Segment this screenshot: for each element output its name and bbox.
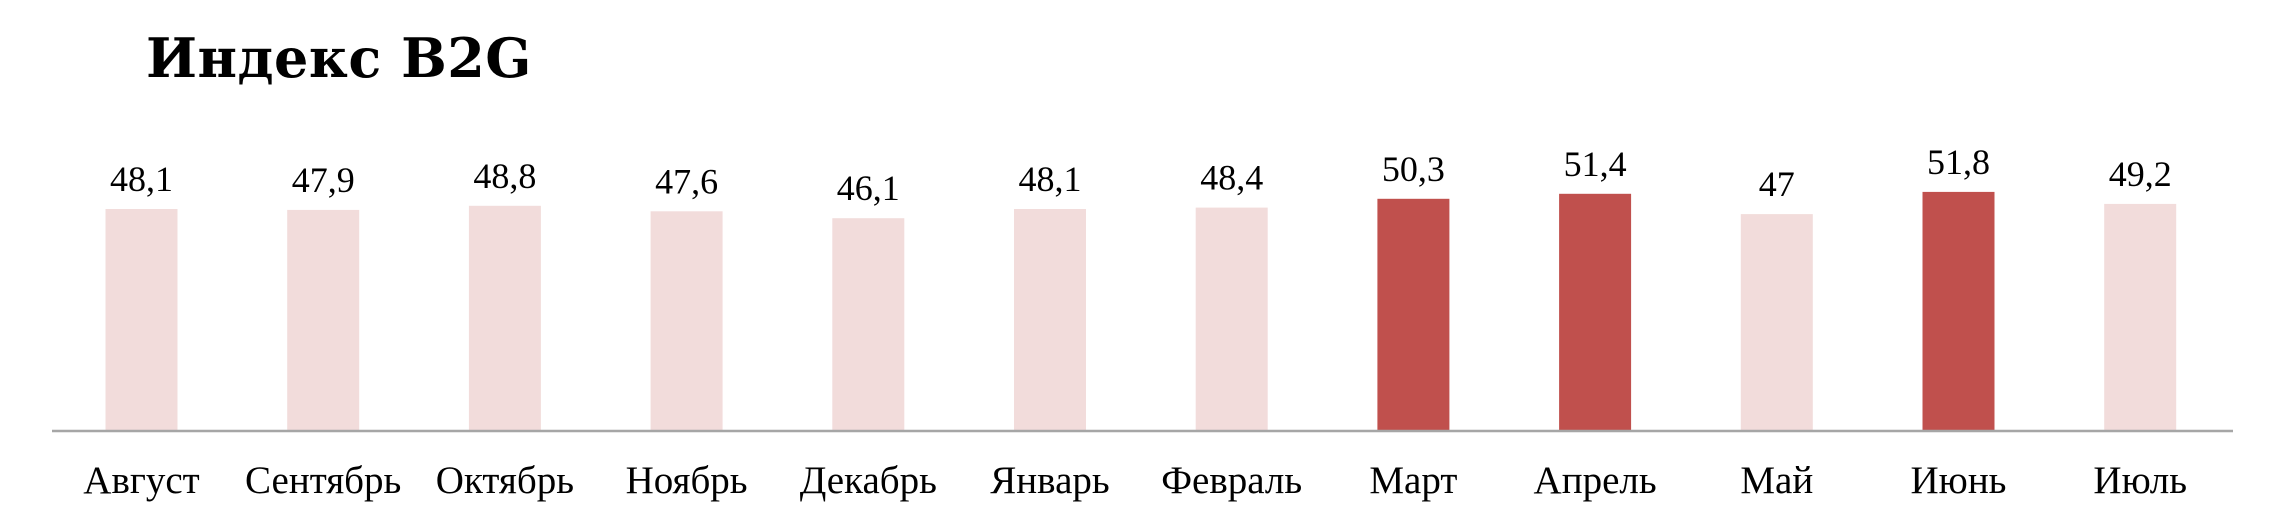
bar-9: [1559, 193, 1632, 431]
value-label-4: 47,6: [655, 161, 718, 201]
bar-10: [1740, 214, 1813, 431]
bar-5: [832, 218, 905, 431]
value-label-2: 47,9: [292, 160, 355, 200]
value-label-12: 49,2: [2109, 154, 2172, 194]
value-label-5: 46,1: [837, 168, 900, 208]
x-tick-label-3: Октябрь: [436, 459, 574, 502]
x-tick-label-1: Август: [83, 459, 199, 502]
bar-11: [1922, 191, 1995, 431]
x-tick-label-9: Апрель: [1534, 459, 1657, 502]
x-tick-label-8: Март: [1369, 459, 1457, 502]
bar-2: [287, 209, 360, 431]
value-label-10: 47: [1759, 164, 1795, 204]
value-label-8: 50,3: [1382, 149, 1445, 189]
x-tick-label-4: Ноябрь: [626, 459, 748, 502]
value-label-6: 48,1: [1019, 159, 1082, 199]
bar-1: [105, 209, 178, 431]
value-labels-layer: 48,1 47,9 48,8 47,6 46,1 48,1 48,4 50,3 51,4 47 51…: [110, 142, 2172, 208]
value-label-3: 48,8: [473, 156, 536, 196]
bar-12: [2104, 203, 2177, 431]
value-label-11: 51,8: [1927, 142, 1990, 182]
value-label-1: 48,1: [110, 159, 173, 199]
bars-layer: [105, 191, 2177, 431]
x-tick-label-2: Сентябрь: [245, 459, 401, 502]
tick-labels-layer: Август Сентябрь Октябрь Ноябрь Декабрь Январь…: [83, 459, 2187, 502]
x-tick-label-11: Июнь: [1911, 459, 2007, 502]
value-label-7: 48,4: [1200, 158, 1263, 198]
bar-6: [1014, 209, 1086, 431]
x-tick-label-7: Февраль: [1161, 459, 1302, 502]
chart-title: Индекс B2G: [146, 26, 532, 90]
x-tick-label-10: Май: [1740, 459, 1813, 502]
bar-7: [1195, 207, 1268, 431]
x-tick-label-12: Июль: [2093, 459, 2187, 502]
bar-4: [650, 211, 723, 431]
value-label-9: 51,4: [1564, 144, 1627, 184]
bar-8: [1377, 198, 1450, 431]
x-tick-label-6: Январь: [990, 459, 1109, 502]
bar-3: [468, 205, 541, 431]
x-tick-label-5: Декабрь: [800, 459, 937, 502]
